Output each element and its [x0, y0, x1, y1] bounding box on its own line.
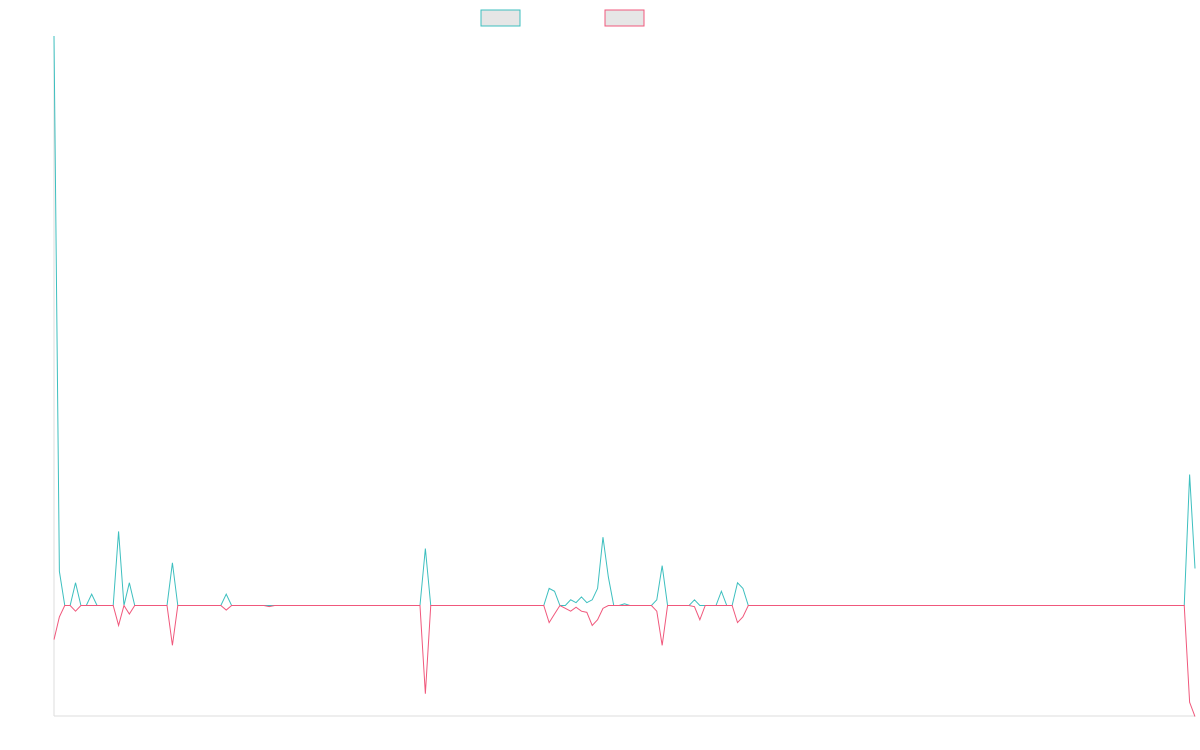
- axes: [53, 36, 1195, 717]
- legend-swatch-a[interactable]: [480, 9, 521, 27]
- legend-swatch-b[interactable]: [604, 9, 645, 27]
- series-line-b: [53, 604, 1196, 717]
- series-layer: [53, 35, 1196, 717]
- legend[interactable]: [480, 9, 645, 27]
- series-line-a: [53, 35, 1196, 606]
